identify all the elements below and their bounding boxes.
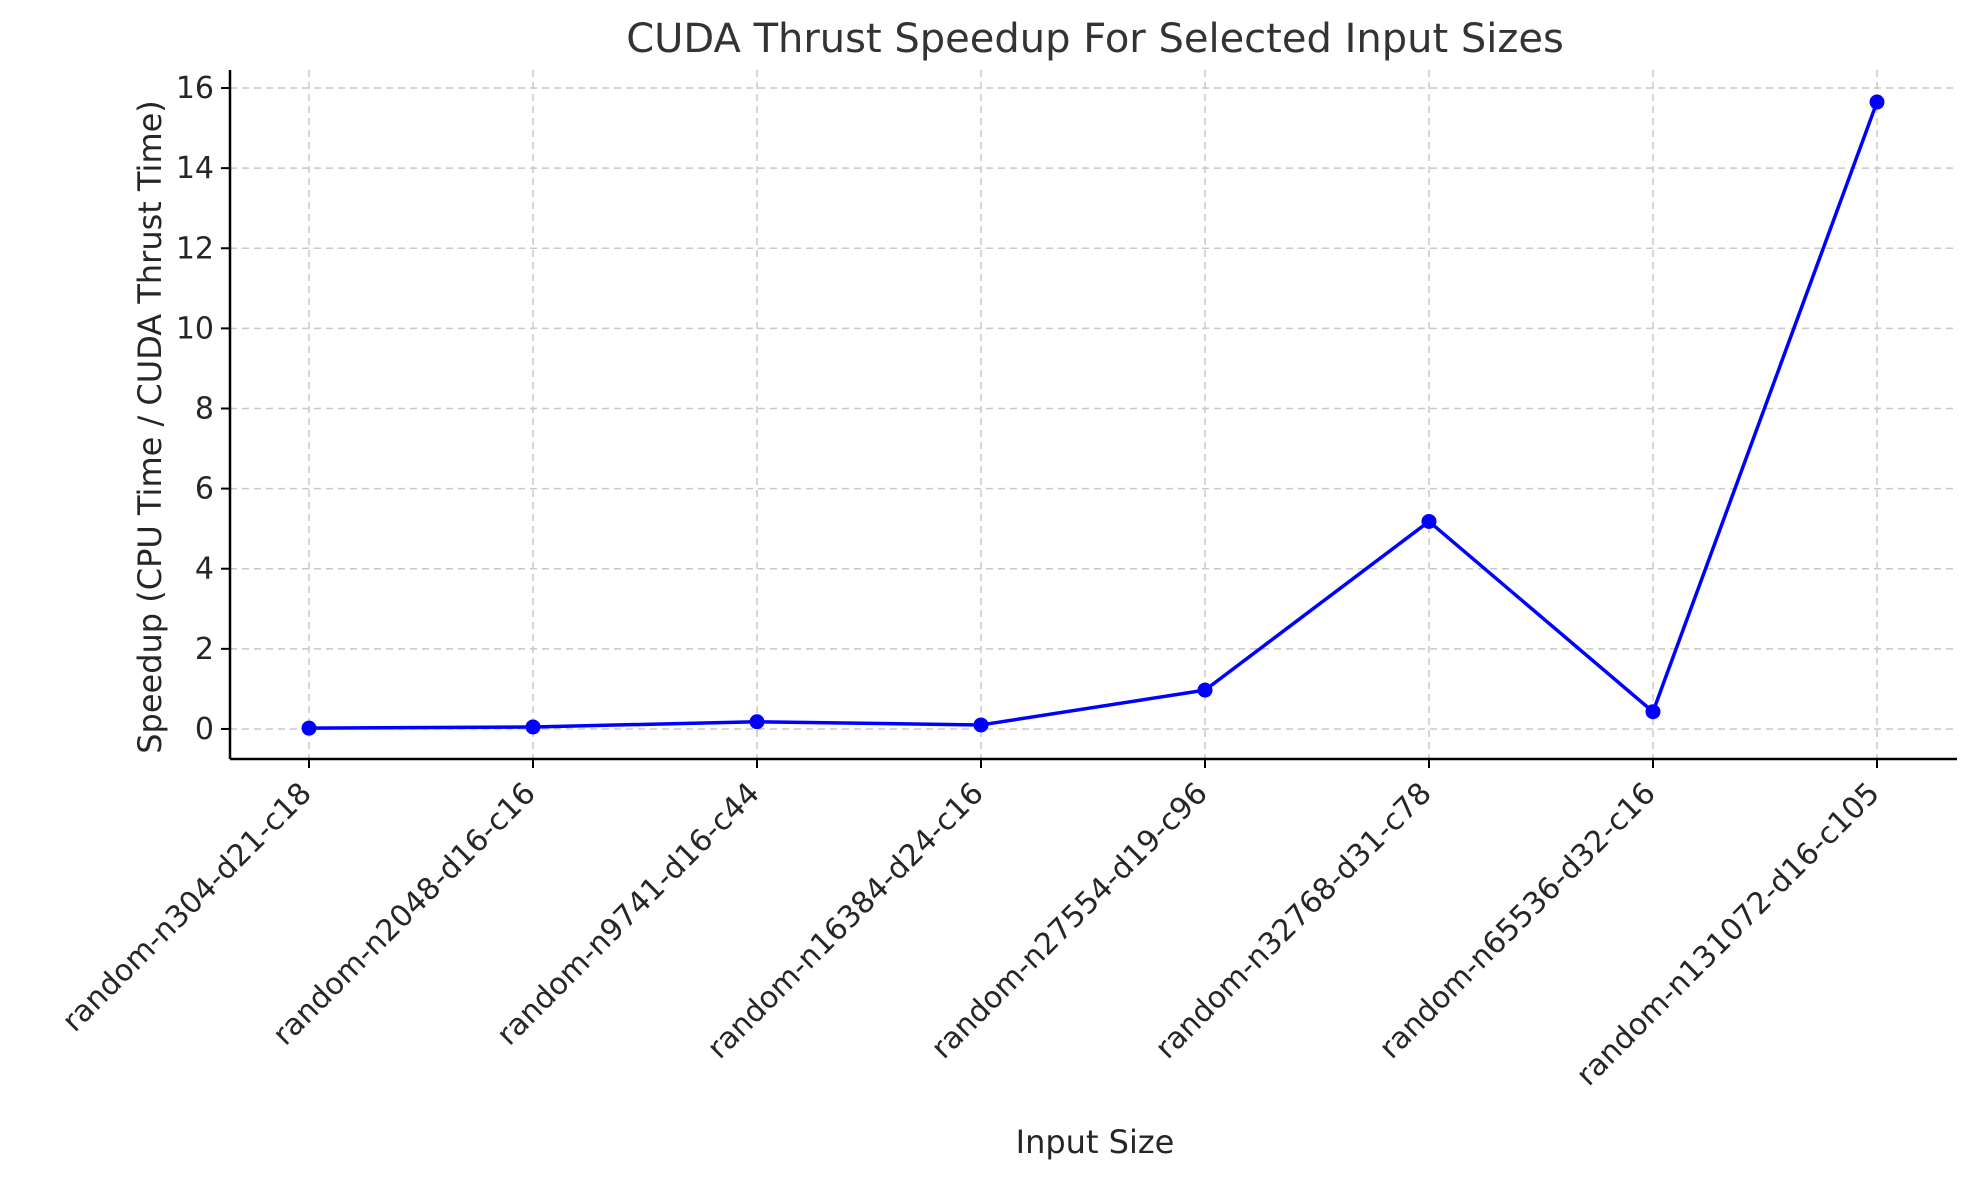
y-tick-label: 2 — [195, 632, 214, 667]
x-tick-label: random-n304-d21-c18 — [56, 776, 319, 1039]
y-tick-label: 16 — [176, 71, 214, 106]
y-tick-label: 10 — [176, 311, 214, 346]
data-point — [1645, 704, 1661, 720]
data-point — [1197, 682, 1213, 698]
data-point — [525, 719, 541, 735]
y-tick-label: 4 — [195, 552, 214, 587]
y-tick-label: 6 — [195, 472, 214, 507]
y-tick-label: 12 — [176, 231, 214, 266]
x-tick-label: random-n9741-d16-c44 — [490, 776, 767, 1053]
axes — [228, 70, 1957, 761]
data-point — [749, 714, 765, 730]
y-tick-label: 8 — [195, 391, 214, 426]
x-tick-label: random-n2048-d16-c16 — [266, 776, 543, 1053]
y-axis-label: Speedup (CPU Time / CUDA Thrust Time) — [131, 100, 169, 754]
x-axis-label: Input Size — [1016, 1123, 1175, 1161]
y-tick-label: 14 — [176, 151, 214, 186]
series — [301, 94, 1885, 736]
data-point — [1421, 513, 1437, 529]
series-line — [308, 101, 1879, 730]
data-point — [1869, 94, 1885, 110]
chart-title: CUDA Thrust Speedup For Selected Input S… — [626, 16, 1564, 62]
data-point — [301, 720, 317, 736]
data-point — [973, 717, 989, 733]
y-axis-ticks: 0 2 4 6 8 10 12 14 16 — [176, 71, 230, 747]
x-axis-ticks: random-n304-d21-c18random-n2048-d16-c16r… — [56, 759, 1887, 1093]
y-tick-label: 0 — [195, 712, 214, 747]
grid — [230, 70, 1957, 759]
